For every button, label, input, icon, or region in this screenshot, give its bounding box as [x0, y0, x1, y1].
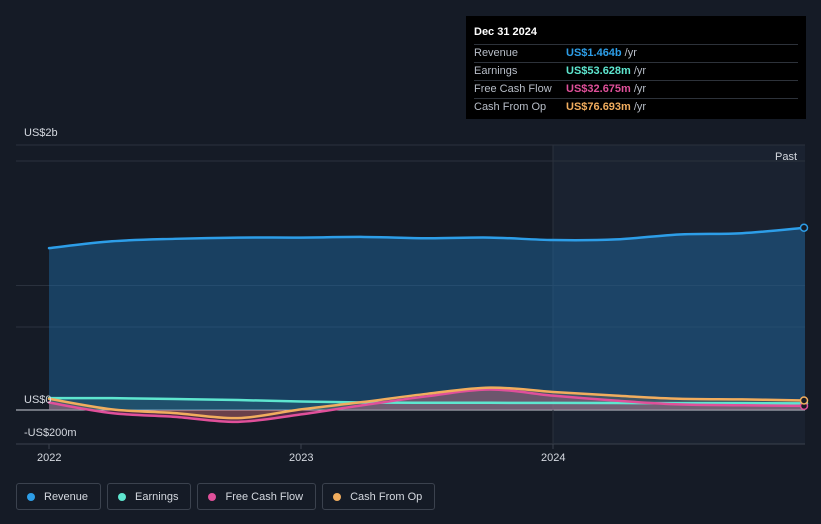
legend-item-revenue[interactable]: Revenue [16, 483, 102, 510]
free-cash-flow-line [47, 388, 807, 424]
y-tick-label-bottom: -US$200m [24, 427, 77, 439]
revenue-endpoint [799, 223, 809, 232]
tooltip-value: US$32.675m [566, 83, 631, 95]
cash-from-op-line [47, 386, 807, 420]
free-cash-flow-area [49, 389, 805, 422]
tooltip-value: US$1.464b [566, 47, 622, 59]
legend-dot-icon [333, 492, 342, 501]
legend-item-cash-from-op[interactable]: Cash From Op [322, 483, 436, 510]
tooltip-label: Cash From Op [474, 101, 547, 113]
tooltip-row-earnings: Earnings US$53.628m /yr [474, 62, 798, 80]
tooltip-unit: /yr [633, 65, 647, 77]
tooltip-date: Dec 31 2024 [474, 26, 537, 38]
grid [16, 144, 805, 449]
legend-item-earnings[interactable]: Earnings [107, 483, 192, 510]
tooltip-row-cash-from-op: Cash From Op US$76.693m /yr [474, 98, 798, 116]
legend-dot-icon [208, 492, 217, 501]
legend: Revenue Earnings Free Cash Flow Cash Fro… [16, 483, 436, 510]
series-lines [47, 226, 807, 424]
tooltip-value: US$53.628m [566, 65, 631, 77]
tooltip-unit: /yr [633, 83, 647, 95]
tooltip-unit: /yr [624, 47, 637, 59]
x-tick-label-2023: 2023 [289, 452, 313, 464]
tooltip-row-revenue: Revenue US$1.464b /yr [474, 44, 798, 62]
tooltip-label: Earnings [474, 65, 518, 77]
revenue-line [47, 226, 807, 250]
legend-label: Cash From Op [350, 490, 423, 503]
legend-item-free-cash-flow[interactable]: Free Cash Flow [197, 483, 317, 510]
past-label: Past [775, 151, 797, 163]
legend-label: Revenue [44, 490, 89, 503]
x-tick-label-2024: 2024 [541, 452, 565, 464]
y-tick-label-zero: US$0 [24, 394, 52, 406]
tooltip-unit: /yr [633, 101, 647, 113]
tooltip-value: US$76.693m [566, 101, 631, 113]
y-tick-label-top: US$2b [24, 127, 58, 139]
tooltip: Dec 31 2024 Revenue US$1.464b /yr Earnin… [466, 16, 806, 119]
cash-from-op-endpoint [799, 396, 809, 405]
revenue-area [49, 227, 805, 410]
legend-dot-icon [118, 492, 127, 501]
series-endpoints [799, 223, 809, 411]
x-tick-label-2022: 2022 [37, 452, 61, 464]
tooltip-row-free-cash-flow: Free Cash Flow US$32.675m /yr [474, 80, 798, 98]
tooltip-label: Revenue [474, 47, 519, 59]
tooltip-label: Free Cash Flow [474, 83, 552, 95]
legend-label: Earnings [135, 490, 179, 503]
legend-label: Free Cash Flow [225, 490, 304, 503]
legend-dot-icon [27, 492, 35, 501]
